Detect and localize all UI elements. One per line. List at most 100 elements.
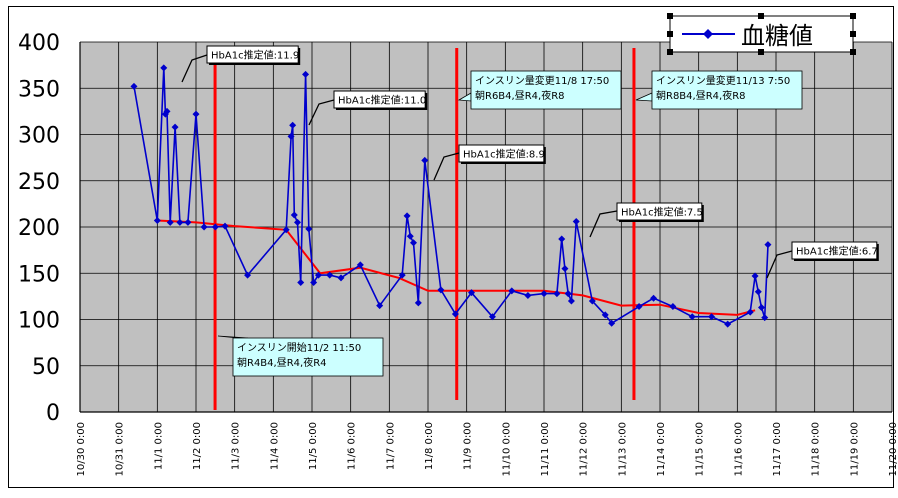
- x-tick-label: 11/20 0:00: [888, 422, 898, 476]
- glucose-data-point: [290, 211, 298, 219]
- glucose-data-point: [421, 156, 429, 164]
- glucose-data-point: [635, 303, 643, 311]
- x-tick-label: 11/12 0:00: [579, 422, 590, 476]
- legend-selection-handle: [758, 49, 764, 55]
- glucose-data-point: [601, 311, 609, 319]
- callout-text: インスリン開始11/2 11:50: [237, 341, 361, 354]
- x-tick-label: 11/11 0:00: [540, 422, 551, 476]
- x-tick-label: 11/15 0:00: [695, 422, 706, 476]
- glucose-data-point: [287, 132, 295, 140]
- y-tick-label: 350: [18, 77, 60, 102]
- glucose-data-point: [764, 241, 772, 249]
- x-tick-label: 11/7 0:00: [385, 422, 396, 470]
- legend: 血糖値: [667, 13, 856, 55]
- x-tick-label: 11/3 0:00: [231, 422, 242, 470]
- y-tick-label: 0: [46, 401, 60, 426]
- glucose-data-point: [153, 217, 161, 225]
- glucose-data-point: [410, 239, 418, 247]
- glucose-data-point: [746, 308, 754, 316]
- glucose-data-point: [130, 82, 138, 90]
- glucose-data-point: [724, 320, 732, 328]
- callout-box: [651, 70, 803, 110]
- x-tick-label: 11/2 0:00: [192, 422, 203, 470]
- hba1c-label-box: [791, 241, 878, 260]
- x-tick-label: 11/6 0:00: [347, 422, 358, 470]
- glucose-data-point: [403, 212, 411, 220]
- glucose-data-point: [588, 297, 596, 305]
- glucose-data-point: [669, 303, 677, 311]
- event-callout: インスリン量変更11/8 17:50 朝R6B4,昼R4,夜R8: [457, 70, 622, 110]
- callout-text: インスリン量変更11/13 7:50: [656, 74, 790, 87]
- y-tick-label: 100: [18, 309, 60, 334]
- glucose-data-point: [524, 291, 532, 299]
- glucose-data-point: [561, 265, 569, 273]
- glucose-data-point: [751, 272, 759, 280]
- glucose-data-point: [289, 121, 297, 129]
- callout-text: 朝R6B4,昼R4,夜R8: [475, 89, 565, 102]
- hba1c-label-box: [616, 202, 703, 221]
- glucose-data-point: [166, 218, 174, 226]
- y-tick-label: 50: [32, 355, 60, 380]
- hba1c-leader-line: [589, 210, 618, 238]
- glucose-data-point: [310, 279, 318, 286]
- glucose-data-point: [356, 261, 364, 269]
- glucose-data-point: [294, 218, 302, 226]
- x-tick-label: 11/4 0:00: [269, 422, 280, 470]
- glucose-data-point: [572, 217, 580, 225]
- glucose-data-point: [406, 232, 414, 240]
- glucose-data-point: [305, 225, 313, 233]
- glucose-data-point: [176, 218, 184, 226]
- legend-selection-handle: [667, 13, 673, 19]
- x-tick-label: 11/14 0:00: [656, 422, 667, 476]
- x-tick-label: 11/18 0:00: [811, 422, 822, 476]
- legend-marker: [703, 29, 713, 39]
- glucose-data-point: [437, 286, 445, 294]
- glucose-data-point: [761, 314, 769, 322]
- glucose-data-point: [708, 313, 716, 321]
- glucose-data-point: [414, 299, 422, 307]
- glucose-data-point: [282, 226, 290, 234]
- y-tick-label: 200: [18, 216, 60, 241]
- x-tick-label: 11/8 0:00: [424, 422, 435, 470]
- x-tick-label: 10/31 0:00: [115, 422, 126, 476]
- glucose-data-point: [488, 313, 496, 321]
- glucose-data-point: [376, 302, 384, 310]
- glucose-data-point: [160, 64, 168, 72]
- glucose-data-point: [200, 223, 208, 231]
- hba1c-label-box: [206, 45, 299, 64]
- callout-text: 朝R8B4,昼R4,夜R8: [656, 89, 746, 102]
- callout-text: インスリン量変更11/8 17:50: [475, 74, 609, 87]
- glucose-data-point: [508, 287, 516, 295]
- event-callout: インスリン量変更11/13 7:50 朝R8B4,昼R4,夜R8: [635, 70, 803, 110]
- hba1c-label-text: HbA1c推定値:8.9: [463, 148, 545, 161]
- glucose-data-point: [326, 271, 334, 279]
- y-tick-label: 300: [18, 124, 60, 149]
- x-tick-label: 10/30 0:00: [76, 422, 87, 476]
- event-callout: インスリン開始11/2 11:50 朝R4B4,昼R4,夜R4: [217, 335, 384, 377]
- glucose-data-point: [221, 222, 229, 230]
- x-tick-label: 11/17 0:00: [772, 422, 783, 476]
- hba1c-leader-line: [308, 99, 335, 126]
- glucose-data-point: [567, 297, 575, 305]
- x-tick-label: 11/1 0:00: [153, 422, 164, 470]
- glucose-data-point: [540, 290, 548, 298]
- hba1c-label-text: HbA1c推定値:7.5: [621, 206, 703, 219]
- glucose-data-point: [468, 289, 476, 297]
- hba1c-label-text: HbA1c推定値:6.7: [796, 245, 878, 258]
- glucose-data-point: [688, 313, 696, 321]
- x-tick-label: 11/9 0:00: [463, 422, 474, 470]
- glucose-data-point: [564, 290, 572, 298]
- glucose-data-point: [171, 123, 179, 131]
- legend-selection-handle: [758, 13, 764, 19]
- glucose-data-point: [337, 274, 345, 282]
- legend-selection-handle: [850, 49, 856, 55]
- hba1c-label-box: [333, 90, 426, 109]
- y-tick-label: 250: [18, 170, 60, 195]
- glucose-data-point: [553, 290, 561, 298]
- hba1c-leader-line: [433, 152, 460, 181]
- hba1c-label-text: HbA1c推定値:11.9: [211, 49, 299, 62]
- legend-selection-handle: [850, 13, 856, 19]
- glucose-data-point: [754, 288, 762, 296]
